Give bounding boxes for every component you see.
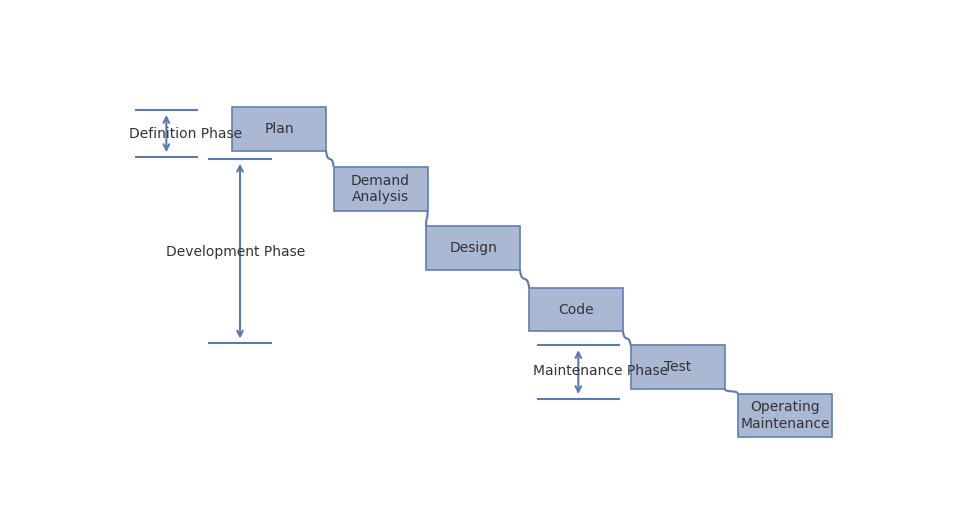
Text: Operating
Maintenance: Operating Maintenance bbox=[739, 401, 828, 431]
Text: Design: Design bbox=[449, 241, 496, 255]
Text: Development Phase: Development Phase bbox=[166, 245, 305, 259]
Text: Code: Code bbox=[558, 303, 593, 317]
FancyBboxPatch shape bbox=[630, 346, 724, 389]
FancyBboxPatch shape bbox=[737, 393, 831, 437]
FancyBboxPatch shape bbox=[528, 288, 622, 332]
Text: Plan: Plan bbox=[264, 122, 294, 136]
Text: Test: Test bbox=[663, 360, 691, 374]
Text: Definition Phase: Definition Phase bbox=[129, 127, 241, 142]
Text: Maintenance Phase: Maintenance Phase bbox=[533, 364, 668, 378]
FancyBboxPatch shape bbox=[425, 227, 519, 270]
Text: Demand
Analysis: Demand Analysis bbox=[351, 174, 410, 204]
FancyBboxPatch shape bbox=[333, 167, 427, 211]
FancyBboxPatch shape bbox=[232, 108, 326, 151]
